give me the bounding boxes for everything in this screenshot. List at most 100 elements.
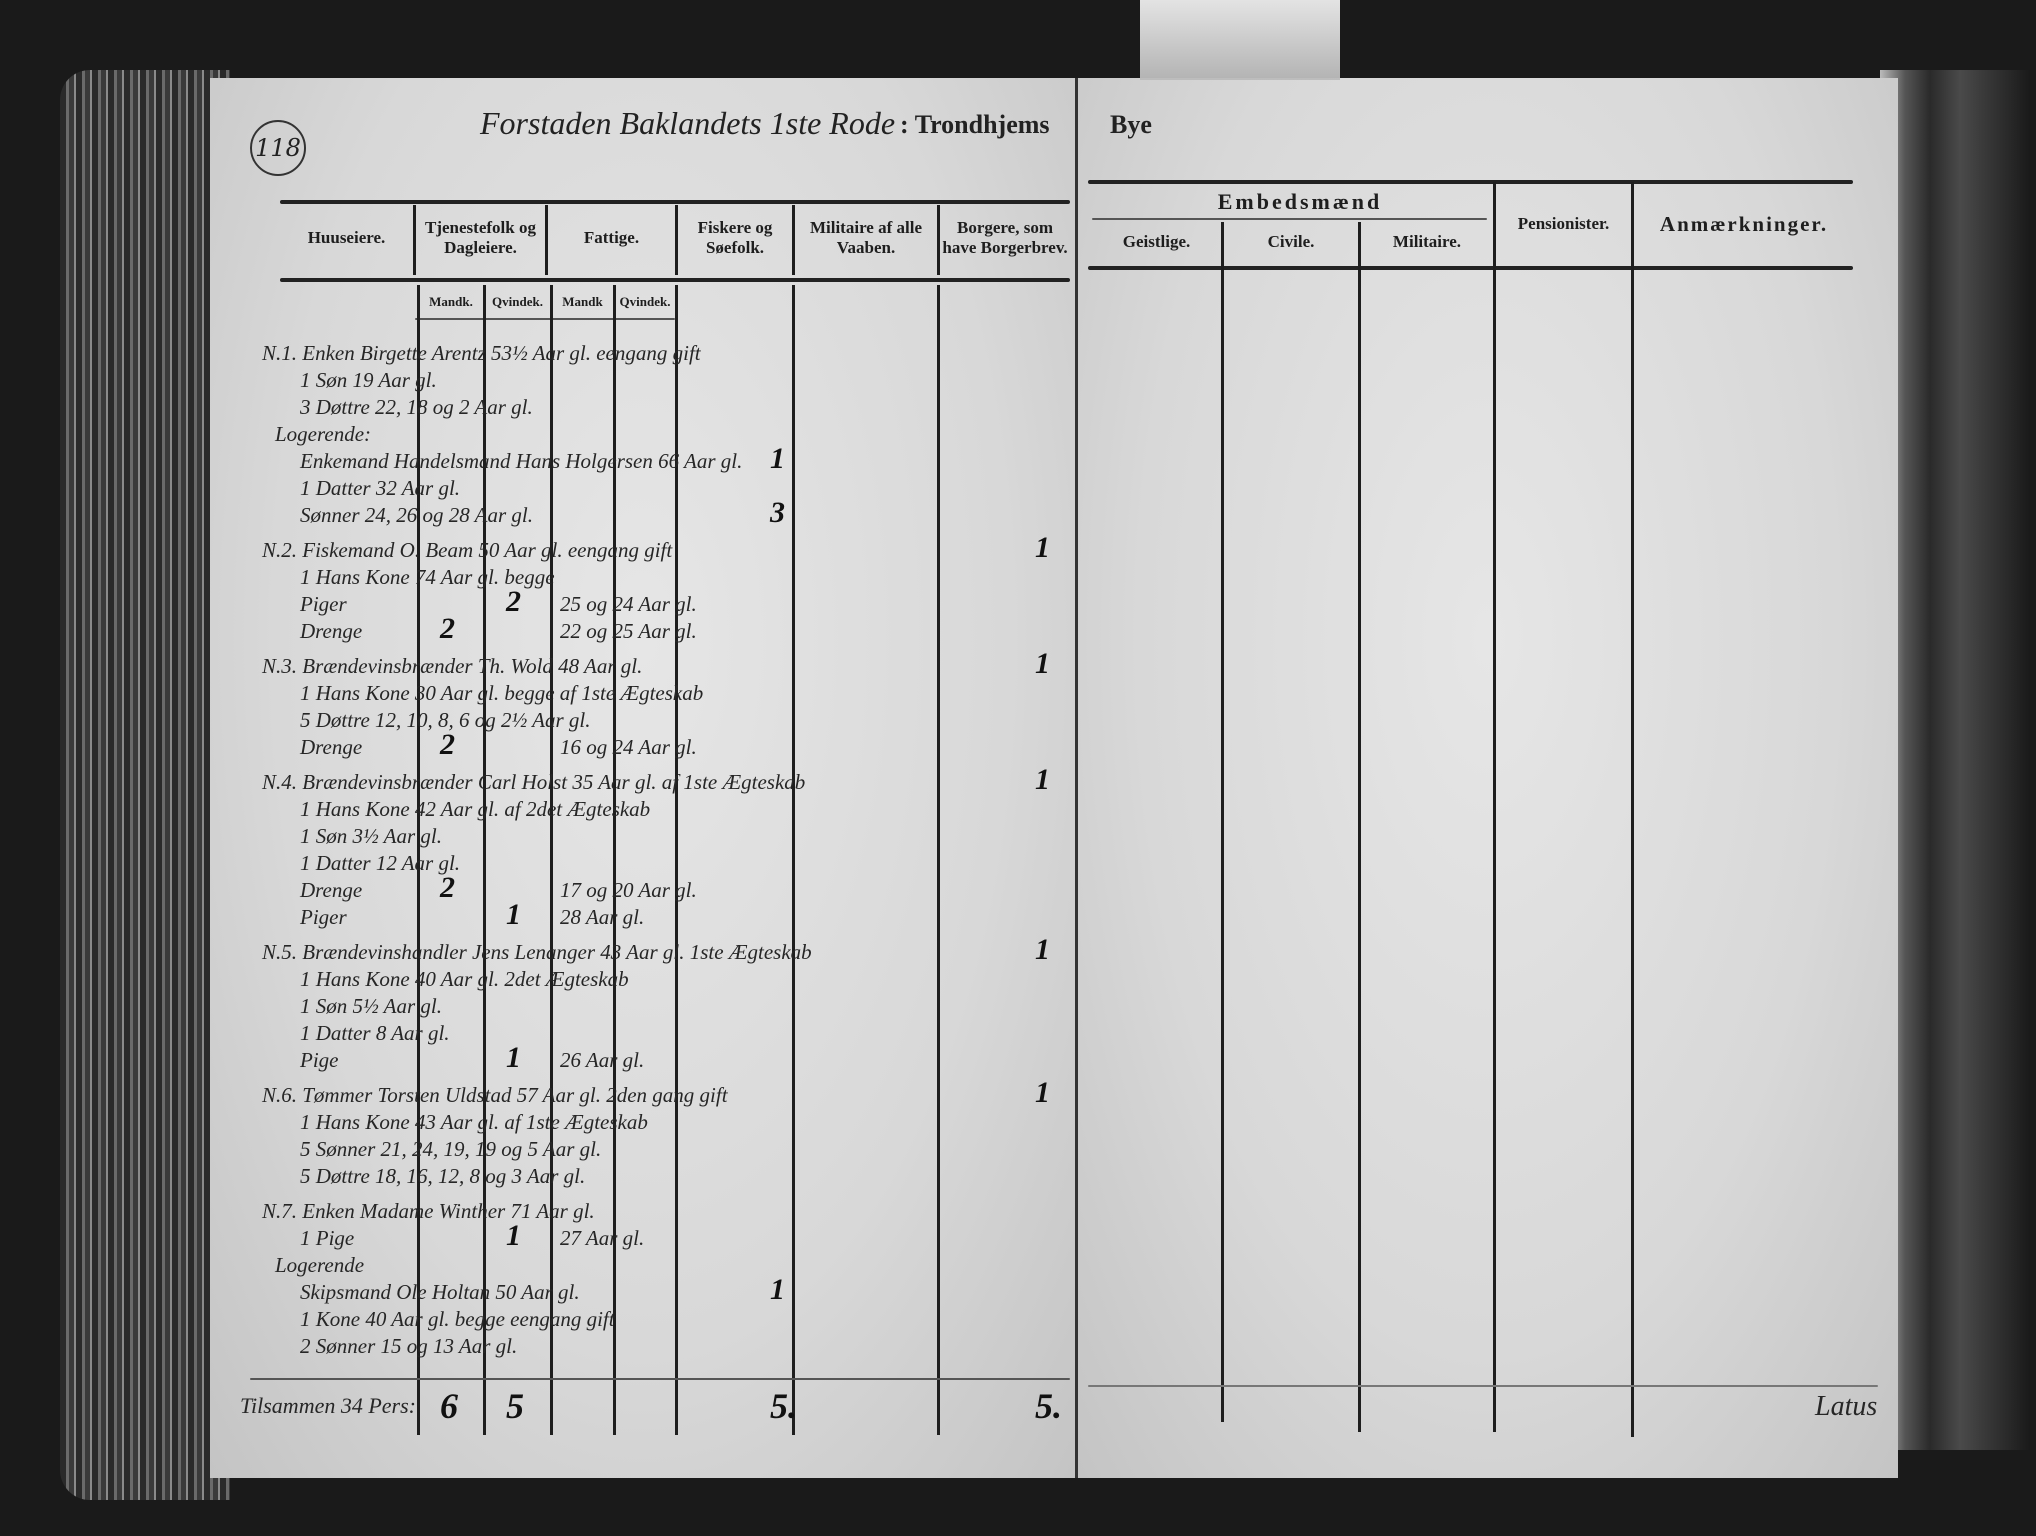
entry-line: 1 Datter 32 Aar gl. bbox=[300, 476, 461, 500]
entry-line: Piger bbox=[300, 592, 347, 616]
subheader-qvindek: Qvindek. bbox=[619, 294, 671, 309]
household-entry: N.4. Brændevinsbrænder Carl Holst 35 Aar… bbox=[262, 770, 806, 794]
col-rule bbox=[675, 205, 678, 275]
subheader-mandk: Mandk. bbox=[429, 294, 473, 309]
embedsmaend-rule bbox=[1092, 218, 1487, 220]
col-rule bbox=[550, 285, 553, 1435]
tally-mark-mandk_1: 2 bbox=[440, 612, 455, 645]
col-rule bbox=[413, 205, 416, 275]
household-entry: N.6. Tømmer Torsten Uldstad 57 Aar gl. 2… bbox=[262, 1083, 728, 1107]
folio-number: 118 bbox=[250, 120, 306, 176]
entry-ages: 16 og 24 Aar gl. bbox=[560, 735, 697, 759]
household-entry: N.1. Enken Birgette Arentz 53½ Aar gl. e… bbox=[262, 341, 701, 365]
entry-line: 1 Hans Kone 40 Aar gl. 2det Ægteskab bbox=[300, 967, 629, 991]
tally-mark-mandk_1: 2 bbox=[440, 728, 455, 761]
tally-mark-fiskere: 1 bbox=[770, 442, 785, 475]
header-fiskere: Fiskere og Søefolk. bbox=[697, 218, 773, 257]
title-printed: : Trondhjems bbox=[900, 110, 1050, 139]
tally-mark-qvindek_1: 1 bbox=[506, 898, 521, 931]
household-entry: N.2. Fiskemand O. Beam 50 Aar gl. eengan… bbox=[262, 538, 673, 562]
tally-mark-fiskere: 1 bbox=[770, 1273, 785, 1306]
entry-line: 1 Hans Kone 30 Aar gl. begge af 1ste Ægt… bbox=[300, 681, 704, 705]
header-civile: Civile. bbox=[1267, 232, 1315, 251]
tally-mark-qvindek_1: 1 bbox=[506, 1219, 521, 1252]
header-geistlige: Geistlige. bbox=[1122, 232, 1191, 251]
right-page bbox=[1078, 78, 1898, 1478]
entry-line: 5 Døttre 18, 16, 12, 8 og 3 Aar gl. bbox=[300, 1164, 586, 1188]
entry-line: Sønner 24, 26 og 28 Aar gl. bbox=[300, 503, 533, 527]
household-entry: N.5. Brændevinshandler Jens Lenanger 43 … bbox=[262, 940, 812, 964]
col-rule bbox=[1493, 182, 1496, 1432]
entry-ages: 25 og 24 Aar gl. bbox=[560, 592, 697, 616]
tally-mark-qvindek_1: 1 bbox=[506, 1041, 521, 1074]
entry-line: Drenge bbox=[300, 878, 363, 902]
subheader-mandk: Mandk bbox=[562, 294, 603, 309]
tally-mark-borgere: 1 bbox=[1035, 647, 1050, 680]
book-edge-left bbox=[60, 70, 230, 1500]
entry-ages: 27 Aar gl. bbox=[560, 1226, 645, 1250]
total-mark-mandk_1: 6 bbox=[440, 1386, 458, 1426]
tally-mark-fiskere: 3 bbox=[770, 496, 785, 529]
latus-note: Latus bbox=[1815, 1391, 1878, 1422]
total-rule bbox=[250, 1378, 1070, 1380]
header-top-rule bbox=[280, 200, 1070, 204]
entry-line: Piger bbox=[300, 905, 347, 929]
tape-strip bbox=[1140, 0, 1340, 80]
col-rule bbox=[545, 205, 548, 275]
title-printed-continued: Bye bbox=[1110, 110, 1152, 139]
entry-line: 5 Døttre 12, 10, 8, 6 og 2½ Aar gl. bbox=[300, 708, 591, 732]
tally-mark-mandk_1: 2 bbox=[440, 871, 455, 904]
left-page bbox=[210, 78, 1079, 1478]
col-rule bbox=[1358, 222, 1361, 1432]
entry-line: Skipsmand Ole Holtan 50 Aar gl. bbox=[300, 1280, 580, 1304]
header-pensionister: Pensionister. bbox=[1517, 214, 1610, 233]
col-rule bbox=[675, 285, 678, 1435]
entry-line: Drenge bbox=[300, 619, 363, 643]
entry-ages: 26 Aar gl. bbox=[560, 1048, 645, 1072]
col-rule bbox=[1631, 182, 1634, 1437]
header-tjenestefolk: Tjenestefolk og Dagleiere. bbox=[425, 218, 536, 257]
col-rule bbox=[937, 285, 940, 1435]
total-rule bbox=[1088, 1385, 1878, 1387]
entry-line: 1 Datter 8 Aar gl. bbox=[300, 1021, 450, 1045]
title-handwritten: Forstaden Baklandets 1ste Rode bbox=[480, 105, 896, 141]
subheader-rule bbox=[415, 318, 675, 320]
entry-line: 1 Pige bbox=[300, 1226, 355, 1250]
entry-line: 1 Søn 5½ Aar gl. bbox=[300, 994, 442, 1018]
entry-line: Logerende bbox=[275, 1253, 365, 1277]
entry-line: 2 Sønner 15 og 13 Aar gl. bbox=[300, 1334, 518, 1358]
entry-line: 1 Søn 3½ Aar gl. bbox=[300, 824, 442, 848]
entry-line: 5 Sønner 21, 24, 19, 19 og 5 Aar gl. bbox=[300, 1137, 602, 1161]
entry-line: 1 Kone 40 Aar gl. begge eengang gift bbox=[300, 1307, 615, 1331]
header-bottom-rule bbox=[1088, 266, 1853, 270]
tally-mark-qvindek_1: 2 bbox=[506, 585, 521, 618]
entry-line: 1 Hans Kone 74 Aar gl. begge bbox=[300, 565, 555, 589]
subheader-qvindek: Qvindek. bbox=[492, 294, 543, 309]
col-rule bbox=[483, 285, 486, 1435]
total-mark-borgere: 5. bbox=[1035, 1386, 1062, 1426]
entry-line: Logerende: bbox=[275, 422, 372, 446]
entry-line: Drenge bbox=[300, 735, 363, 759]
household-entry: N.3. Brændevinsbrænder Th. Wold 48 Aar g… bbox=[262, 654, 643, 678]
entry-ages: 28 Aar gl. bbox=[560, 905, 645, 929]
col-rule bbox=[792, 285, 795, 1435]
header-embedsmaend: Embedsmænd bbox=[1217, 189, 1383, 214]
col-rule bbox=[1221, 222, 1224, 1422]
header-huuseiere: Huuseiere. bbox=[307, 228, 386, 247]
header-bottom-rule bbox=[280, 278, 1070, 282]
entry-line: Enkemand Handelsmand Hans Holgersen 66 A… bbox=[300, 449, 743, 473]
col-rule bbox=[417, 285, 420, 1435]
header-top-rule bbox=[1088, 180, 1853, 184]
header-anmaerkninger: Anmærkninger. bbox=[1659, 212, 1829, 236]
entry-line: 1 Datter 12 Aar gl. bbox=[300, 851, 461, 875]
entry-ages: 22 og 25 Aar gl. bbox=[560, 619, 697, 643]
household-entry: N.7. Enken Madame Winther 71 Aar gl. bbox=[262, 1199, 595, 1223]
tally-mark-borgere: 1 bbox=[1035, 531, 1050, 564]
book-edge-right bbox=[1880, 70, 2030, 1450]
entry-ages: 17 og 20 Aar gl. bbox=[560, 878, 697, 902]
col-rule bbox=[792, 205, 795, 275]
entry-line: Pige bbox=[300, 1048, 339, 1072]
total-mark-qvindek_1: 5 bbox=[506, 1386, 524, 1426]
tally-mark-borgere: 1 bbox=[1035, 933, 1050, 966]
total-mark-fiskere: 5. bbox=[770, 1386, 797, 1426]
